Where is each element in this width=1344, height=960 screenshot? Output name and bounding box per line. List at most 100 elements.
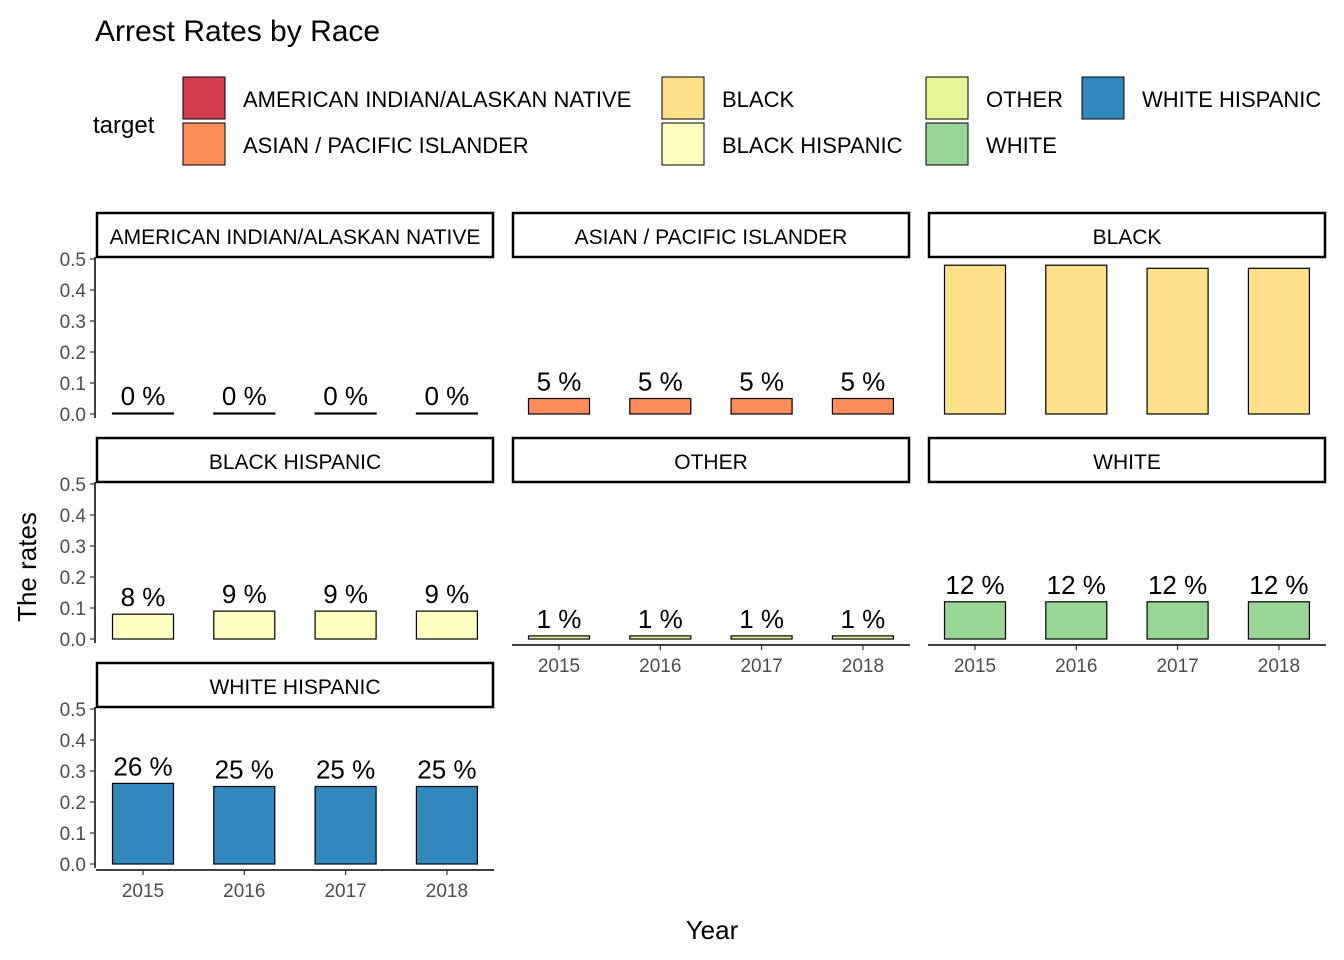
facet-strip bbox=[511, 436, 911, 484]
y-tick-label: 0.0 bbox=[60, 855, 86, 876]
chart-title: Arrest Rates by Race bbox=[95, 15, 380, 48]
x-tick-label: 2018 bbox=[1258, 656, 1300, 677]
y-tick-label: 0.1 bbox=[60, 824, 86, 845]
legend-label: ASIAN / PACIFIC ISLANDER bbox=[243, 133, 529, 158]
legend-item: BLACK HISPANIC bbox=[661, 122, 903, 166]
x-tick-label: 2015 bbox=[954, 656, 996, 677]
bar-value-label: 12 % bbox=[1148, 570, 1207, 600]
bar bbox=[1045, 601, 1108, 640]
bar-value-label: 1 % bbox=[739, 604, 784, 634]
legend-swatch bbox=[182, 122, 226, 166]
bar bbox=[527, 397, 591, 415]
facet-strip bbox=[511, 211, 911, 259]
legend-item: BLACK bbox=[661, 76, 794, 120]
facet-strip-label: BLACK bbox=[1093, 226, 1162, 249]
facet-panel: BLACK bbox=[927, 211, 1327, 415]
y-tick-label: 0.0 bbox=[60, 405, 86, 426]
legend-item: ASIAN / PACIFIC ISLANDER bbox=[182, 122, 529, 166]
bar bbox=[111, 412, 175, 415]
bar-value-label: 5 % bbox=[739, 367, 784, 397]
bar bbox=[314, 785, 377, 865]
y-tick-label: 0.0 bbox=[60, 630, 86, 651]
bar-value-label: 0 % bbox=[323, 381, 368, 411]
bar bbox=[943, 264, 1007, 415]
legend-label: WHITE HISPANIC bbox=[1142, 87, 1321, 112]
bar-value-label: 12 % bbox=[1047, 570, 1106, 600]
legend-item: WHITE bbox=[925, 122, 1057, 166]
facet-panel: ASIAN / PACIFIC ISLANDER 5 % 5 % 5 % 5 % bbox=[511, 211, 911, 415]
x-tick-label: 2016 bbox=[223, 881, 265, 902]
facet-strip-label: WHITE HISPANIC bbox=[209, 676, 380, 699]
legend-swatch bbox=[182, 76, 226, 120]
bar bbox=[213, 610, 276, 640]
legend-label: AMERICAN INDIAN/ALASKAN NATIVE bbox=[243, 87, 631, 112]
bar bbox=[415, 785, 478, 865]
y-tick-label: 0.3 bbox=[60, 537, 86, 558]
bar bbox=[730, 635, 793, 640]
bar-value-label: 12 % bbox=[945, 570, 1004, 600]
bar bbox=[415, 412, 478, 415]
y-tick-label: 0.4 bbox=[60, 506, 87, 527]
y-axis-title: The rates bbox=[12, 512, 42, 622]
bar bbox=[730, 397, 793, 415]
legend-label: OTHER bbox=[986, 87, 1063, 112]
legend-item: OTHER bbox=[925, 76, 1063, 120]
bar bbox=[1146, 267, 1209, 415]
y-tick-label: 0.2 bbox=[60, 793, 86, 814]
x-tick-label: 2016 bbox=[1055, 656, 1097, 677]
legend-title: target bbox=[93, 112, 155, 139]
bar-value-label: 9 % bbox=[222, 579, 267, 609]
bar bbox=[314, 412, 377, 415]
facet-panel: WHITE 12 % 2015 12 % 2016 12 % 2017 12 % 2018 bbox=[927, 436, 1327, 677]
y-tick-label: 0.3 bbox=[60, 312, 86, 333]
bar-value-label: 5 % bbox=[840, 367, 885, 397]
bar-value-label: 25 % bbox=[215, 755, 274, 785]
x-tick-label: 2017 bbox=[1156, 656, 1198, 677]
facet-panel: BLACK HISPANIC 0.0 0.1 0.2 0.3 0.4 0.5 8 % 9 % 9 … bbox=[60, 436, 495, 651]
x-tick-label: 2018 bbox=[842, 656, 884, 677]
bar bbox=[943, 601, 1007, 640]
y-tick-label: 0.2 bbox=[60, 343, 86, 364]
legend: AMERICAN INDIAN/ALASKAN NATIVE ASIAN / PA… bbox=[182, 76, 1321, 166]
x-tick-label: 2016 bbox=[639, 656, 681, 677]
facet-panel: OTHER 1 % 2015 1 % 2016 1 % 2017 1 % 2018 bbox=[511, 436, 911, 677]
legend-swatch bbox=[925, 76, 969, 120]
bar-value-label: 0 % bbox=[424, 381, 469, 411]
bar-value-label: 0 % bbox=[121, 381, 166, 411]
facet-strip-label: WHITE bbox=[1093, 451, 1161, 474]
facet-strip-label: ASIAN / PACIFIC ISLANDER bbox=[575, 226, 848, 249]
legend-swatch bbox=[661, 76, 705, 120]
bar-value-label: 8 % bbox=[121, 582, 166, 612]
bar-value-label: 1 % bbox=[638, 604, 683, 634]
x-tick-label: 2017 bbox=[324, 881, 366, 902]
bar bbox=[527, 635, 591, 640]
facet-panel: WHITE HISPANIC 0.0 0.1 0.2 0.3 0.4 0.5 26 % 2015… bbox=[60, 661, 495, 902]
y-tick-label: 0.1 bbox=[60, 374, 86, 395]
y-tick-label: 0.5 bbox=[60, 250, 86, 271]
legend-label: WHITE bbox=[986, 133, 1057, 158]
legend-swatch bbox=[661, 122, 705, 166]
bar-value-label: 5 % bbox=[537, 367, 582, 397]
legend-swatch bbox=[1081, 76, 1125, 120]
bar bbox=[213, 412, 276, 415]
facet-strip bbox=[927, 436, 1327, 484]
facet-strip-label: BLACK HISPANIC bbox=[209, 451, 381, 474]
bar bbox=[111, 613, 175, 640]
y-tick-label: 0.5 bbox=[60, 475, 86, 496]
bar-value-label: 1 % bbox=[840, 604, 885, 634]
x-axis-title: Year bbox=[686, 915, 739, 945]
facet-panels: AMERICAN INDIAN/ALASKAN NATIVE 0.0 0.1 0.2 0… bbox=[60, 211, 1327, 902]
facet-strip-label: AMERICAN INDIAN/ALASKAN NATIVE bbox=[110, 226, 481, 249]
y-tick-label: 0.1 bbox=[60, 599, 86, 620]
bar bbox=[1247, 267, 1311, 415]
bar bbox=[831, 635, 895, 640]
x-tick-label: 2015 bbox=[538, 656, 580, 677]
legend-item: AMERICAN INDIAN/ALASKAN NATIVE bbox=[182, 76, 631, 120]
bar bbox=[1146, 601, 1209, 640]
facet-strip bbox=[95, 436, 495, 484]
facet-strip bbox=[927, 211, 1327, 259]
bar bbox=[314, 610, 377, 640]
y-tick-label: 0.4 bbox=[60, 281, 87, 302]
x-tick-label: 2017 bbox=[740, 656, 782, 677]
